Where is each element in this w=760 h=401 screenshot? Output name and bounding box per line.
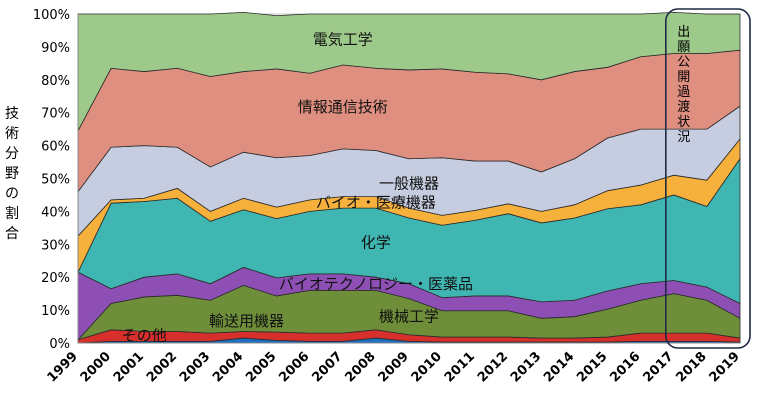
y-tick-label: 10%	[41, 304, 70, 319]
annotation-char: 況	[677, 130, 690, 145]
area-label: 一般機器	[379, 174, 439, 192]
annotation-char: 渡	[677, 99, 690, 115]
annotation-char: 状	[677, 115, 690, 130]
y-tick-label: 50%	[41, 173, 70, 188]
area-label: 情報通信技術	[298, 98, 388, 116]
annotation-char: 願	[677, 40, 690, 55]
x-tick-label: 2015	[574, 349, 610, 385]
y-axis-label-char: 合	[5, 226, 19, 242]
x-tick-label: 2000	[78, 349, 114, 385]
y-tick-label: 0%	[49, 337, 70, 352]
annotation-char: 出	[677, 25, 690, 40]
y-tick-label: 30%	[41, 238, 70, 253]
annotation-char: 開	[677, 70, 690, 85]
axes	[77, 14, 740, 344]
x-tick-label: 2007	[309, 349, 345, 385]
x-tick-label: 2001	[111, 349, 147, 385]
y-tick-label: 40%	[41, 205, 70, 220]
y-tick-label: 80%	[41, 74, 70, 89]
x-tick-label: 2006	[276, 349, 312, 385]
x-tick-label: 2009	[376, 349, 412, 385]
area-label: 機械工学	[379, 308, 439, 326]
annotation-char: 過	[677, 85, 690, 100]
area-label: 電気工学	[313, 30, 373, 48]
y-axis-label-char: 分	[5, 146, 19, 162]
x-tick-label: 2013	[508, 349, 544, 385]
y-axis-label-char: 割	[5, 205, 19, 222]
y-axis-label-char: の	[5, 186, 19, 202]
x-tick-label: 2004	[210, 349, 246, 385]
annotation-box	[664, 8, 751, 349]
x-tick-label: 2010	[409, 349, 445, 385]
y-tick-label: 60%	[41, 140, 70, 155]
y-tick-label: 90%	[41, 41, 70, 56]
y-axis-label-char: 技	[5, 106, 19, 122]
x-tick-label: 2014	[541, 349, 577, 385]
area-電気工学	[77, 11, 741, 131]
x-tick-label: 2003	[177, 349, 213, 385]
area-label: 化学	[361, 234, 391, 252]
area-label: バイオ・医療機器	[316, 193, 436, 211]
y-axis-label-char: 野	[5, 166, 19, 182]
x-tick-label: 2016	[607, 349, 643, 385]
annotation-char: 公	[677, 55, 690, 70]
x-tick-label: 2018	[674, 349, 710, 385]
x-tick-label: 2002	[144, 349, 180, 385]
x-tick-label: 2017	[640, 349, 676, 385]
y-tick-label: 20%	[41, 271, 70, 286]
area-label: バイオテクノロジー・医薬品	[279, 275, 473, 293]
y-tick-label: 70%	[41, 107, 70, 122]
y-axis-label-char: 術	[5, 126, 19, 142]
x-tick-label: 2019	[707, 349, 743, 385]
area-label: 輸送用機器	[209, 312, 284, 330]
y-tick-labels: 0% 10% 20% 30% 40% 50% 60% 70% 80% 90% 100%	[33, 8, 70, 352]
x-tick-label: 2011	[442, 349, 478, 385]
x-tick-label: 2008	[343, 349, 379, 385]
x-tick-label: 2012	[475, 349, 511, 385]
x-tick-label: 1999	[45, 349, 81, 385]
x-tick-label: 2005	[243, 349, 279, 385]
x-tick-labels: 1999200020012002200320042005200620072008…	[45, 349, 743, 385]
y-tick-label: 100%	[33, 8, 70, 23]
area-label: その他	[122, 327, 167, 345]
